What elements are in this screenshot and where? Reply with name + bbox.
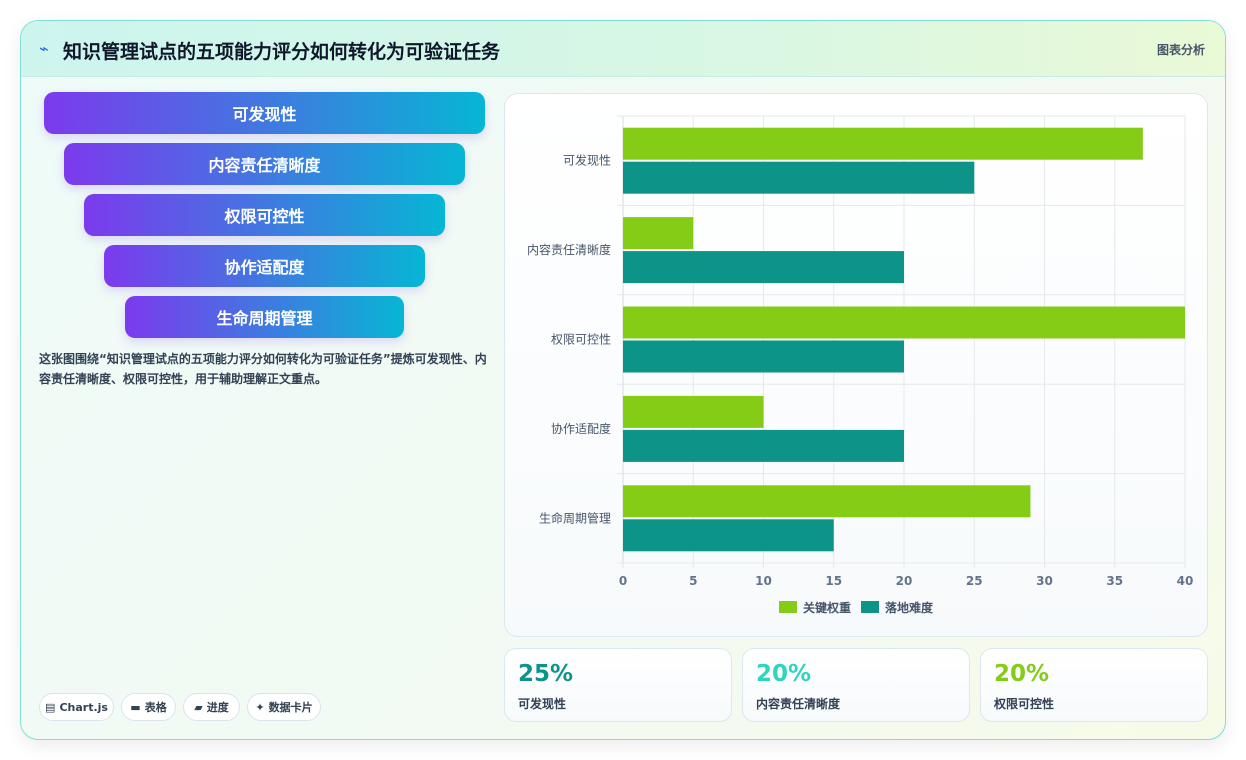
bar	[623, 161, 975, 194]
x-tick-label: 35	[1106, 574, 1123, 588]
bar	[623, 306, 1185, 339]
chip-label: 表格	[144, 701, 167, 714]
stat-label: 可发现性	[518, 697, 567, 711]
bar	[623, 127, 1143, 160]
funnel-item: 生命周期管理	[125, 296, 404, 338]
funnel-item: 可发现性	[44, 92, 485, 134]
chip-label: Chart.js	[59, 700, 108, 714]
legend-swatch	[861, 601, 879, 613]
bar	[623, 395, 764, 428]
trend-icon: ⌁	[39, 39, 49, 58]
legend-label: 落地难度	[885, 600, 934, 615]
x-tick-label: 20	[896, 574, 913, 588]
chip-label: 数据卡片	[268, 701, 313, 714]
page-title: 知识管理试点的五项能力评分如何转化为可验证任务	[63, 41, 501, 63]
stat-card: 20% 内容责任清晰度	[742, 648, 970, 722]
x-tick-label: 0	[619, 574, 627, 588]
header-bar: ⌁ 知识管理试点的五项能力评分如何转化为可验证任务 图表分析	[21, 21, 1225, 77]
bar-chart: 0 5 10 15 20 25 30 35 40 可发现性内容责任清晰度权限可控性协作适配度生命周…	[527, 115, 1194, 615]
funnel-item: 权限可控性	[84, 194, 445, 236]
table-icon: ▬	[130, 700, 141, 714]
stat-card: 25% 可发现性	[504, 648, 732, 722]
x-tick-label: 40	[1177, 574, 1194, 588]
stat-value: 20%	[756, 661, 812, 687]
bar	[623, 429, 904, 462]
y-tick-label: 可发现性	[563, 153, 611, 168]
chart-description: 这张图围绕“知识管理试点的五项能力评分如何转化为可验证任务”提炼可发现性、内容责…	[39, 352, 487, 386]
chip-label: 进度	[206, 701, 229, 714]
legend-label: 关键权重	[803, 600, 851, 615]
chip-chartjs[interactable]: ▤ Chart.js	[39, 693, 114, 721]
sparkle-icon: ✦	[255, 700, 265, 714]
progress-icon: ▰	[194, 700, 203, 714]
bar	[623, 485, 1031, 518]
y-tick-label: 生命周期管理	[539, 510, 611, 525]
chip-data-cards[interactable]: ✦ 数据卡片	[247, 693, 321, 721]
y-tick-label: 内容责任清晰度	[527, 242, 611, 257]
stat-label: 内容责任清晰度	[756, 697, 841, 711]
bar	[623, 217, 694, 250]
funnel-item: 协作适配度	[104, 245, 425, 287]
bar	[623, 340, 904, 373]
chip-table[interactable]: ▬ 表格	[121, 693, 176, 721]
chip-progress[interactable]: ▰ 进度	[183, 693, 240, 721]
stat-value: 25%	[518, 661, 574, 687]
chart-icon: ▤	[45, 700, 56, 714]
y-tick-label: 协作适配度	[551, 421, 611, 436]
x-tick-label: 5	[689, 574, 697, 588]
chart-panel: 0 5 10 15 20 25 30 35 40 可发现性内容责任清晰度权限可控性协作适配度生命周…	[504, 93, 1208, 637]
stat-label: 权限可控性	[994, 697, 1055, 711]
main-card: ⌁ 知识管理试点的五项能力评分如何转化为可验证任务 图表分析 可发现性 内容责任…	[20, 20, 1226, 740]
bar	[623, 519, 834, 552]
y-tick-label: 权限可控性	[551, 333, 611, 347]
x-tick-label: 25	[966, 574, 983, 588]
stat-value: 20%	[994, 661, 1050, 687]
x-tick-label: 30	[1036, 574, 1053, 588]
stat-card: 20% 权限可控性	[980, 648, 1208, 722]
legend-swatch	[779, 601, 797, 613]
header-tag: 图表分析	[1156, 43, 1205, 57]
bar	[623, 251, 904, 284]
x-tick-label: 10	[755, 574, 772, 588]
funnel-item: 内容责任清晰度	[64, 143, 465, 185]
x-tick-label: 15	[825, 574, 842, 588]
